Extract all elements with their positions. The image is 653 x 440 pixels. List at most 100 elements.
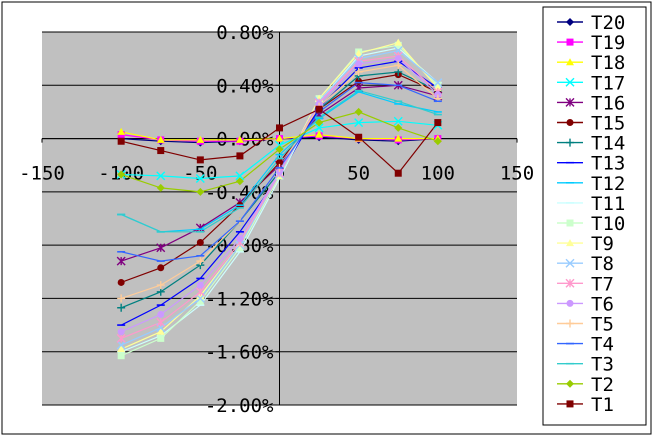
data-point-t7 — [116, 333, 126, 343]
data-point-t18 — [117, 127, 126, 135]
legend-item: T19 — [557, 32, 625, 54]
data-point-t18 — [315, 130, 324, 138]
x-tick-label: 50 — [347, 163, 370, 185]
legend-item: T2 — [557, 374, 614, 396]
data-point-t17 — [314, 123, 324, 133]
legend-item: T7 — [557, 273, 614, 295]
legend-marker — [566, 239, 574, 247]
legend-label: T16 — [591, 92, 625, 114]
data-point-t15 — [117, 278, 125, 286]
y-tick-label: -1.20% — [205, 288, 274, 310]
data-point-t18 — [235, 135, 244, 143]
data-point-t17 — [354, 118, 364, 128]
legend-item: T18 — [557, 52, 625, 74]
legend-label: T1 — [591, 394, 614, 416]
legend-item: T4 — [557, 334, 614, 356]
data-point-t7 — [156, 317, 166, 327]
legend-label: T11 — [591, 193, 625, 215]
x-tick-label: -150 — [19, 163, 65, 185]
legend-label: T12 — [591, 173, 625, 195]
legend-item: T12 — [557, 173, 625, 195]
legend-marker — [565, 278, 575, 288]
data-point-t9 — [117, 345, 126, 353]
legend-label: T13 — [591, 153, 625, 175]
data-point-t9 — [394, 38, 403, 46]
y-tick-label: -2.00% — [205, 395, 274, 417]
legend-item: T3 — [557, 354, 614, 376]
data-point-t18 — [394, 134, 403, 142]
data-point-t2 — [156, 183, 165, 192]
data-point-t17 — [195, 174, 205, 184]
legend-item: T1 — [557, 394, 614, 416]
legend-item: T6 — [557, 293, 614, 315]
legend-label: T14 — [591, 133, 625, 155]
legend-item: T17 — [557, 72, 625, 94]
data-point-t8 — [433, 78, 443, 88]
data-point-t6 — [117, 328, 125, 336]
data-point-t17 — [393, 116, 403, 126]
legend-marker — [566, 58, 574, 66]
legend-item: T16 — [557, 92, 625, 114]
legend-item: T15 — [557, 113, 625, 135]
data-point-t2 — [196, 187, 205, 196]
data-point-t6 — [157, 310, 165, 318]
legend-label: T10 — [591, 213, 625, 235]
legend-label: T17 — [591, 72, 625, 94]
data-point-t18 — [196, 135, 205, 143]
legend-label: T3 — [591, 354, 614, 376]
y-tick-label: 0.80% — [216, 22, 274, 44]
legend-marker — [566, 18, 574, 26]
legend-marker — [566, 138, 574, 147]
data-point-t18 — [275, 134, 284, 142]
data-point-t16 — [116, 256, 126, 266]
legend-item: T14 — [557, 133, 625, 155]
data-point-t2 — [235, 177, 244, 186]
legend-item: T9 — [557, 233, 614, 255]
legend-marker — [566, 38, 574, 46]
data-point-t5 — [117, 294, 126, 303]
x-tick-label: 100 — [421, 163, 455, 185]
legend-marker — [566, 319, 574, 328]
legend-marker — [565, 97, 575, 107]
legend-label: T19 — [591, 32, 625, 54]
data-point-t17 — [156, 171, 166, 181]
legend-marker — [566, 379, 574, 388]
legend-marker — [565, 258, 575, 268]
legend-item: T20 — [557, 12, 625, 34]
legend-label: T4 — [591, 334, 614, 356]
data-point-t15 — [157, 264, 165, 272]
data-point-t5 — [156, 281, 165, 290]
data-point-t2 — [394, 123, 403, 132]
legend-label: T2 — [591, 374, 614, 396]
data-point-t6 — [196, 281, 204, 289]
data-point-t6 — [236, 234, 244, 242]
legend-label: T7 — [591, 273, 614, 295]
data-point-t6 — [394, 55, 402, 63]
data-point-t17 — [235, 171, 245, 181]
legend-label: T18 — [591, 52, 625, 74]
x-tick-label: -50 — [183, 163, 217, 185]
legend-label: T5 — [591, 314, 614, 336]
legend: T20T19T18T17T16T15T14T13T12T11T10T9T8T7T… — [557, 12, 625, 416]
legend-label: T15 — [591, 113, 625, 135]
data-point-t9 — [354, 49, 363, 57]
data-point-t14 — [117, 303, 126, 312]
data-point-t5 — [394, 61, 403, 70]
data-point-t1 — [196, 156, 204, 164]
legend-marker — [566, 219, 574, 227]
data-point-t10 — [157, 334, 165, 342]
data-point-t1 — [355, 133, 363, 141]
data-point-t1 — [315, 105, 323, 113]
data-point-t16 — [156, 243, 166, 253]
legend-marker — [565, 77, 575, 87]
data-point-t1 — [276, 124, 283, 132]
data-point-t10 — [196, 297, 204, 305]
data-point-t2 — [315, 118, 324, 127]
data-point-t8 — [195, 293, 205, 303]
x-tick-label: 150 — [500, 163, 534, 185]
data-point-t1 — [157, 147, 165, 155]
legend-marker — [566, 119, 574, 126]
data-point-t7 — [195, 287, 205, 297]
legend-label: T6 — [591, 293, 614, 315]
data-point-t2 — [117, 170, 126, 179]
